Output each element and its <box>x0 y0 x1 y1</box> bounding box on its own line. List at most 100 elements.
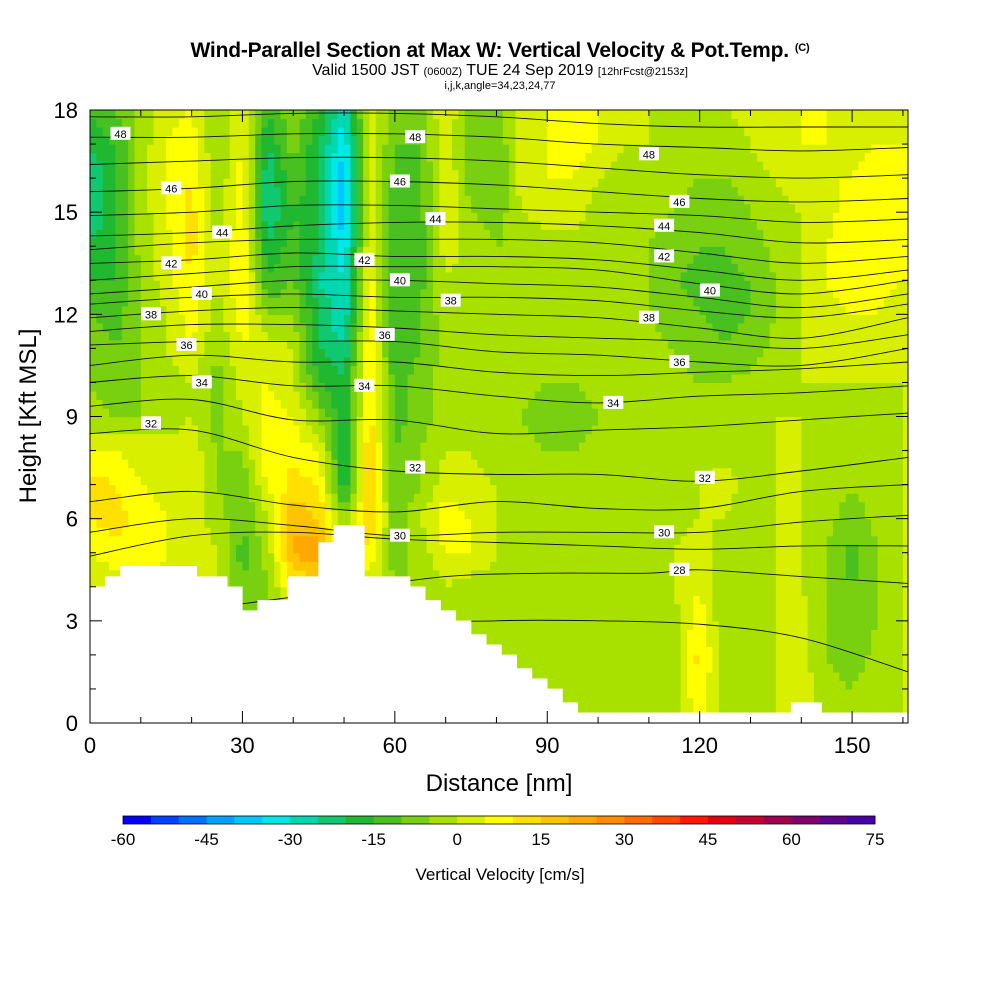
w-cell <box>515 595 523 605</box>
w-cell <box>737 510 745 520</box>
w-cell <box>883 527 891 537</box>
w-cell <box>782 620 790 630</box>
w-cell <box>794 442 802 452</box>
w-cell <box>299 561 307 571</box>
w-cell <box>267 561 275 571</box>
w-cell <box>534 433 542 443</box>
w-cell <box>223 450 231 460</box>
w-cell <box>826 688 834 699</box>
w-cell <box>502 467 510 477</box>
w-cell <box>833 595 841 605</box>
w-cell <box>699 654 707 664</box>
w-cell <box>712 399 720 409</box>
w-cell <box>382 552 390 562</box>
w-cell <box>864 680 872 690</box>
w-cell <box>452 433 459 443</box>
w-cell <box>134 561 142 571</box>
w-cell <box>242 407 250 418</box>
w-cell <box>134 416 142 426</box>
w-cell <box>604 620 612 630</box>
w-cell <box>363 407 371 418</box>
w-cell <box>350 493 358 503</box>
w-cell <box>680 646 688 656</box>
w-cell <box>553 586 561 596</box>
w-cell <box>579 493 586 503</box>
w-cell <box>814 416 821 426</box>
w-cell <box>807 688 815 699</box>
w-cell <box>534 578 542 588</box>
w-cell <box>686 501 694 511</box>
w-cell <box>591 535 599 545</box>
w-cell <box>356 493 364 503</box>
w-cell <box>883 671 891 682</box>
w-cell <box>547 433 555 443</box>
w-cell <box>852 552 860 562</box>
w-cell <box>807 407 815 418</box>
w-cell <box>178 518 186 528</box>
w-cell <box>191 476 199 486</box>
w-cell <box>579 629 586 639</box>
w-cell <box>318 407 326 418</box>
w-cell <box>337 459 345 469</box>
w-cell <box>388 544 396 554</box>
w-cell <box>128 407 136 418</box>
w-cell <box>274 586 282 596</box>
w-cell <box>839 442 847 452</box>
w-cell <box>305 544 313 554</box>
w-cell <box>255 561 263 571</box>
w-cell <box>756 518 764 528</box>
w-cell <box>280 459 288 469</box>
w-cell <box>248 586 256 596</box>
w-cell <box>769 646 777 656</box>
w-cell <box>185 450 193 460</box>
w-cell <box>109 407 116 418</box>
w-cell <box>140 535 148 545</box>
w-cell <box>286 433 294 443</box>
w-cell <box>794 459 802 469</box>
w-cell <box>655 493 663 503</box>
w-cell <box>845 433 853 443</box>
w-cell <box>858 467 866 477</box>
w-cell <box>725 586 733 596</box>
w-cell <box>598 510 606 520</box>
w-cell <box>547 671 555 682</box>
w-cell <box>109 467 116 477</box>
w-cell <box>229 467 237 477</box>
w-cell <box>483 544 491 554</box>
w-cell <box>407 501 415 511</box>
w-cell <box>686 527 694 537</box>
w-cell <box>515 501 523 511</box>
w-cell <box>629 493 637 503</box>
w-cell <box>331 476 339 486</box>
w-cell <box>712 450 720 460</box>
w-cell <box>502 552 510 562</box>
w-cell <box>559 399 567 409</box>
w-cell <box>801 654 809 664</box>
w-cell <box>655 450 663 460</box>
w-cell <box>553 629 561 639</box>
w-cell <box>845 697 853 707</box>
w-cell <box>794 476 802 486</box>
w-cell <box>750 620 758 630</box>
w-cell <box>686 518 694 528</box>
w-cell <box>579 425 586 435</box>
w-cell <box>579 680 586 690</box>
w-cell <box>90 578 97 588</box>
w-cell <box>699 450 707 460</box>
w-cell <box>706 663 713 673</box>
w-cell <box>115 399 123 409</box>
w-cell <box>172 476 180 486</box>
w-cell <box>553 425 561 435</box>
w-cell <box>102 390 110 401</box>
w-cell <box>718 552 726 562</box>
w-cell <box>839 459 847 469</box>
w-cell <box>496 535 504 545</box>
w-cell <box>439 595 447 605</box>
w-cell <box>293 450 301 460</box>
w-cell <box>769 671 777 682</box>
w-cell <box>439 450 447 460</box>
w-cell <box>394 442 402 452</box>
w-cell <box>115 510 123 520</box>
w-cell <box>877 459 885 469</box>
w-cell <box>737 433 745 443</box>
